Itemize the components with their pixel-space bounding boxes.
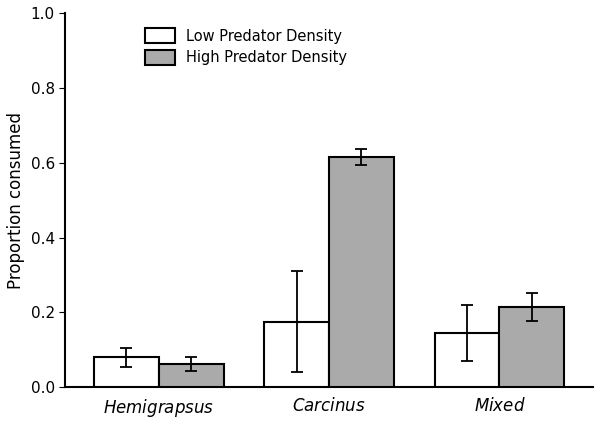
Legend: Low Predator Density, High Predator Density: Low Predator Density, High Predator Dens… [141,24,352,69]
Bar [434,333,499,387]
Bar [159,364,224,387]
Bar [94,357,159,387]
Y-axis label: Proportion consumed: Proportion consumed [7,112,25,289]
Bar [329,157,394,387]
Bar [265,322,329,387]
Bar [499,307,564,387]
